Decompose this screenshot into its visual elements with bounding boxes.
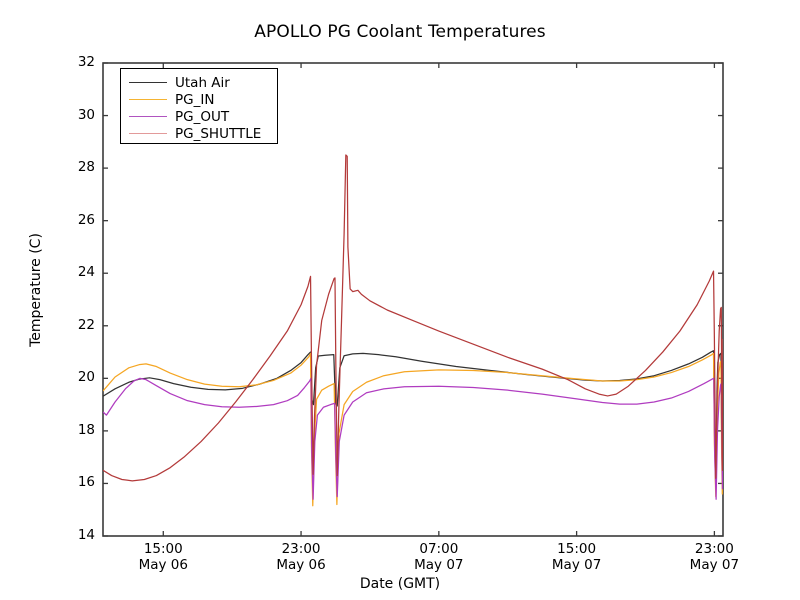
x-axis-label: Date (GMT)	[359, 576, 441, 592]
y-tick-label: 16	[77, 474, 95, 491]
x-tick-date: May 07	[551, 557, 602, 573]
legend-label: PG_IN	[175, 91, 215, 108]
chart-title: APOLLO PG Coolant Temperatures	[254, 22, 546, 42]
series-line-pg-in	[103, 352, 723, 507]
legend[interactable]: Utah Air PG_IN PG_OUT PG_SHUTTLE	[120, 68, 278, 144]
x-tick-time: 23:00	[281, 541, 321, 557]
x-tick-date: May 07	[689, 557, 740, 573]
legend-item-pg-shuttle[interactable]: PG_SHUTTLE	[129, 125, 261, 142]
x-tick-label: 07:00 May 07	[379, 541, 499, 573]
plot-border	[102, 62, 724, 537]
y-tick-label: 24	[77, 264, 95, 281]
x-tick-label: 23:00 May 06	[241, 541, 361, 573]
x-tick-label: 23:00 May 07	[654, 541, 774, 573]
legend-swatch-icon	[129, 116, 167, 117]
x-tick-date: May 07	[414, 557, 464, 573]
x-tick-date: May 06	[276, 557, 326, 573]
legend-item-utah-air[interactable]: Utah Air	[129, 74, 230, 91]
legend-item-pg-out[interactable]: PG_OUT	[129, 108, 229, 125]
x-tick-date: May 06	[138, 557, 188, 573]
y-tick-label: 28	[77, 159, 95, 176]
legend-label: PG_SHUTTLE	[175, 125, 262, 142]
x-tick-time: 15:00	[143, 541, 183, 557]
axis-tick-marks	[103, 62, 723, 537]
legend-swatch-icon	[129, 133, 167, 134]
y-tick-label: 26	[77, 211, 95, 228]
x-tick-label: 15:00 May 07	[517, 541, 637, 573]
x-tick-label: 15:00 May 06	[103, 541, 223, 573]
y-axis-label: Temperature (C)	[28, 233, 44, 347]
plot-frame	[102, 62, 724, 537]
legend-swatch-icon	[129, 82, 167, 83]
series-lines	[103, 154, 723, 507]
y-tick-label: 32	[77, 54, 95, 70]
legend-item-pg-in[interactable]: PG_IN	[129, 91, 214, 108]
y-tick-label: 20	[77, 369, 95, 386]
series-line-utah-air	[103, 350, 723, 485]
y-tick-label: 22	[77, 316, 95, 333]
x-tick-time: 23:00	[694, 541, 734, 557]
y-tick-label: 14	[77, 527, 95, 543]
legend-swatch-icon	[129, 99, 167, 100]
x-tick-time: 15:00	[557, 541, 597, 557]
series-line-pg-out	[103, 377, 723, 500]
legend-label: Utah Air	[175, 74, 230, 91]
x-tick-time: 07:00	[419, 541, 459, 557]
y-tick-label: 18	[77, 421, 95, 438]
y-tick-label: 30	[77, 106, 95, 123]
legend-label: PG_OUT	[175, 108, 230, 125]
series-line-pg-shuttle	[103, 154, 723, 482]
